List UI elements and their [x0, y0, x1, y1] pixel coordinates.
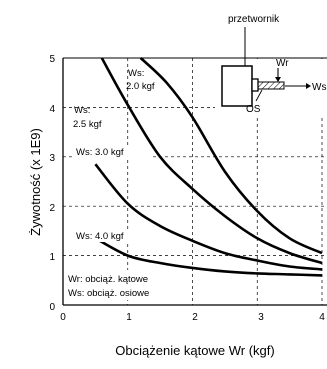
legend-wr: Wr: obciąż. kątowe	[68, 274, 148, 285]
ticks: 5 4 3 2 1 0 0 1 2 3 4	[49, 54, 325, 323]
grid	[63, 58, 327, 305]
series-label-ws-2-5-a: Ws:	[74, 105, 90, 116]
x-tick-3: 3	[258, 312, 264, 323]
os-leader-line	[255, 89, 263, 102]
inset-title: przetwornik	[228, 14, 280, 25]
legend-ws: Ws: obciąż. osiowe	[68, 288, 149, 299]
series-label-ws-2-0-b: 2.0 kgf	[126, 81, 155, 92]
y-tick-3: 3	[49, 153, 55, 164]
series-line-1	[100, 57, 323, 265]
legend-box	[66, 270, 190, 300]
series-label-ws-2-5-b: 2.5 kgf	[73, 119, 102, 130]
y-axis-title: Żywotność (x 1E9)	[28, 128, 43, 236]
transducer-inset: przetwornik Wr Ws OS	[215, 14, 327, 116]
wr-arrowhead-icon	[275, 77, 281, 82]
y-tick-1: 1	[49, 252, 55, 263]
y-tick-0: 0	[49, 302, 55, 313]
series-label-ws-4-0: Ws: 4.0 kgf	[76, 231, 124, 242]
series-line-2	[94, 163, 323, 271]
inset-label-wr: Wr	[276, 58, 289, 69]
transducer-body	[221, 65, 253, 107]
x-tick-1: 1	[126, 312, 132, 323]
series-line-3	[94, 237, 323, 277]
curves	[94, 57, 323, 277]
series-label-ws-3-0-bg	[74, 145, 150, 158]
y-tick-5: 5	[49, 54, 55, 65]
inset-label-os: OS	[246, 104, 261, 115]
x-axis-title: Obciążenie kątowe Wr (kgf)	[115, 343, 274, 358]
series-label-ws-3-0: Ws: 3.0 kgf	[76, 147, 124, 158]
series-label-ws-4-0-bg	[74, 229, 150, 242]
series-line-0	[139, 57, 323, 255]
ws-arrowhead-icon	[306, 83, 311, 89]
shaft-icon	[257, 81, 285, 90]
transducer-collar	[251, 78, 259, 92]
y-tick-2: 2	[49, 203, 55, 214]
x-tick-0: 0	[60, 312, 66, 323]
inset-label-ws: Ws	[312, 82, 326, 93]
x-tick-2: 2	[192, 312, 198, 323]
series-label-ws-2-0-a: Ws:	[128, 68, 144, 79]
x-tick-4: 4	[319, 312, 325, 323]
y-tick-4: 4	[49, 104, 55, 115]
